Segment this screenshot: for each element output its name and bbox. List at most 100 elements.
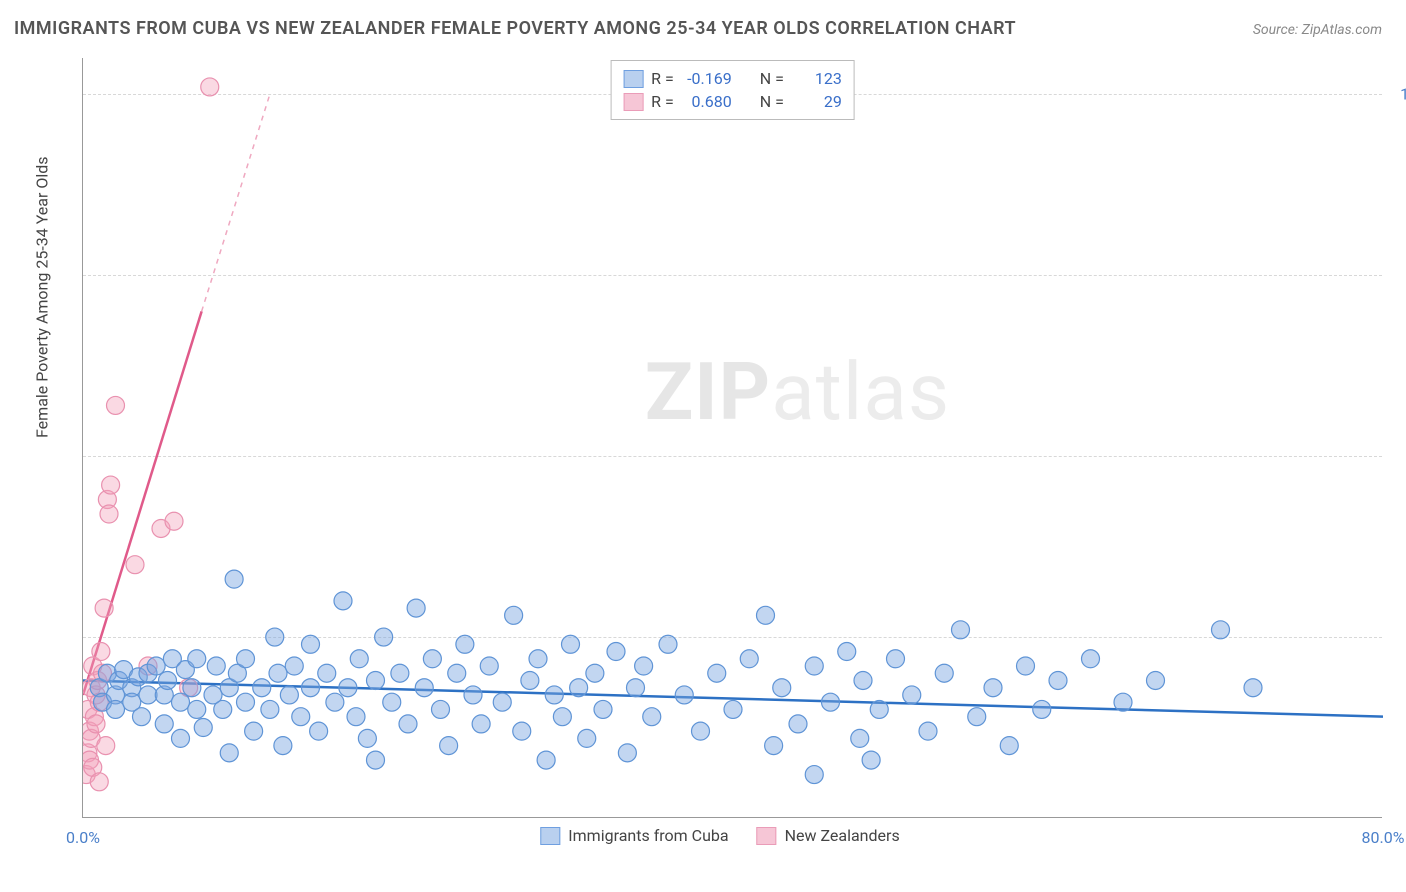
- data-point: [529, 650, 547, 668]
- r-value-blue: -0.169: [682, 69, 732, 88]
- data-point: [274, 737, 292, 755]
- data-point: [724, 700, 742, 718]
- data-point: [740, 650, 758, 668]
- data-point: [952, 621, 970, 639]
- source-label: Source: ZipAtlas.com: [1253, 22, 1382, 38]
- data-point: [237, 693, 255, 711]
- data-point: [100, 505, 118, 523]
- data-point: [757, 606, 775, 624]
- data-point: [570, 679, 588, 697]
- data-point: [456, 635, 474, 653]
- data-point: [578, 729, 596, 747]
- data-point: [102, 476, 120, 494]
- swatch-pink: [757, 827, 777, 845]
- data-point: [805, 657, 823, 675]
- ytick-label: 50.0%: [1392, 447, 1406, 466]
- correlation-legend: R = -0.169 N = 123 R = 0.680 N = 29: [610, 60, 855, 120]
- data-point: [513, 722, 531, 740]
- data-point: [165, 512, 183, 530]
- data-point: [1147, 671, 1165, 689]
- data-point: [1244, 679, 1262, 697]
- legend-item-pink: New Zealanders: [757, 826, 900, 845]
- data-point: [245, 722, 263, 740]
- data-point: [423, 650, 441, 668]
- data-point: [383, 693, 401, 711]
- n-value-blue: 123: [792, 69, 842, 88]
- r-label: R =: [651, 92, 674, 111]
- data-point: [310, 722, 328, 740]
- data-point: [95, 599, 113, 617]
- plot-region: ZIPatlas R = -0.169 N = 123 R = 0.680 N …: [82, 58, 1382, 818]
- r-value-pink: 0.680: [682, 92, 732, 111]
- data-point: [822, 693, 840, 711]
- data-point: [269, 664, 287, 682]
- data-point: [415, 679, 433, 697]
- data-point: [194, 719, 212, 737]
- data-point: [214, 700, 232, 718]
- data-point: [1033, 700, 1051, 718]
- data-point: [765, 737, 783, 755]
- data-point: [107, 396, 125, 414]
- data-point: [521, 671, 539, 689]
- data-point: [692, 722, 710, 740]
- data-point: [480, 657, 498, 675]
- data-point: [220, 744, 238, 762]
- n-label: N =: [760, 92, 784, 111]
- data-point: [334, 592, 352, 610]
- data-point: [399, 715, 417, 733]
- trend-line: [202, 94, 270, 311]
- data-point: [107, 700, 125, 718]
- data-point: [1049, 671, 1067, 689]
- data-point: [155, 715, 173, 733]
- data-point: [350, 650, 368, 668]
- data-point: [1114, 693, 1132, 711]
- data-point: [261, 700, 279, 718]
- data-point: [285, 657, 303, 675]
- data-point: [253, 679, 271, 697]
- data-point: [903, 686, 921, 704]
- data-point: [773, 679, 791, 697]
- data-point: [594, 700, 612, 718]
- data-point: [493, 693, 511, 711]
- data-point: [789, 715, 807, 733]
- legend-label-pink: New Zealanders: [785, 826, 900, 845]
- data-point: [358, 729, 376, 747]
- data-point: [851, 729, 869, 747]
- data-point: [183, 679, 201, 697]
- plot-svg: [83, 58, 1383, 818]
- data-point: [1082, 650, 1100, 668]
- data-point: [87, 715, 105, 733]
- data-point: [147, 657, 165, 675]
- data-point: [97, 737, 115, 755]
- r-label: R =: [651, 69, 674, 88]
- data-point: [545, 686, 563, 704]
- ytick-label: 75.0%: [1392, 266, 1406, 285]
- data-point: [302, 635, 320, 653]
- data-point: [172, 693, 190, 711]
- data-point: [854, 671, 872, 689]
- n-value-pink: 29: [792, 92, 842, 111]
- data-point: [280, 686, 298, 704]
- data-point: [188, 650, 206, 668]
- data-point: [618, 744, 636, 762]
- ytick-label: 100.0%: [1392, 85, 1406, 104]
- xtick-label-min: 0.0%: [66, 828, 100, 847]
- data-point: [339, 679, 357, 697]
- data-point: [838, 643, 856, 661]
- data-point: [448, 664, 466, 682]
- data-point: [237, 650, 255, 668]
- legend-label-blue: Immigrants from Cuba: [568, 826, 728, 845]
- data-point: [805, 766, 823, 784]
- data-point: [90, 773, 108, 791]
- xtick-label-max: 80.0%: [1362, 828, 1405, 847]
- swatch-blue: [540, 827, 560, 845]
- data-point: [562, 635, 580, 653]
- data-point: [984, 679, 1002, 697]
- data-point: [1000, 737, 1018, 755]
- legend-item-blue: Immigrants from Cuba: [540, 826, 728, 845]
- y-axis-label: Female Poverty Among 25-34 Year Olds: [33, 156, 52, 438]
- data-point: [367, 751, 385, 769]
- data-point: [1017, 657, 1035, 675]
- data-point: [505, 606, 523, 624]
- swatch-pink: [623, 93, 643, 111]
